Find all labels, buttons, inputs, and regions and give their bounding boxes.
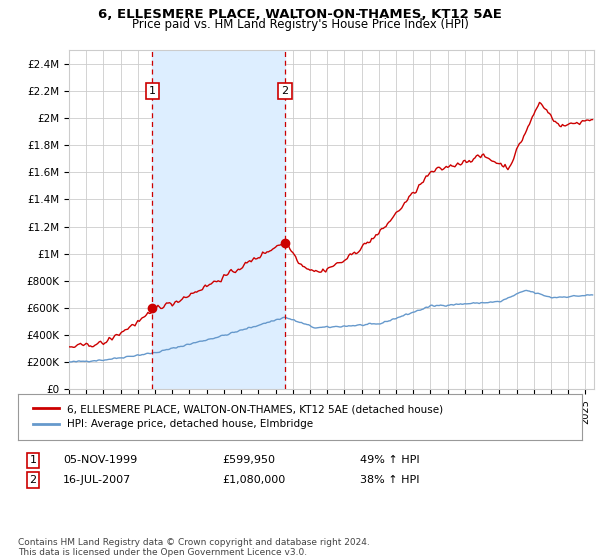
Text: 16-JUL-2007: 16-JUL-2007 [63, 475, 131, 485]
Text: 6, ELLESMERE PLACE, WALTON-ON-THAMES, KT12 5AE: 6, ELLESMERE PLACE, WALTON-ON-THAMES, KT… [98, 8, 502, 21]
Text: 49% ↑ HPI: 49% ↑ HPI [360, 455, 419, 465]
Text: 2: 2 [281, 86, 289, 96]
Bar [152, 50, 285, 389]
Text: £599,950: £599,950 [222, 455, 275, 465]
Text: Price paid vs. HM Land Registry's House Price Index (HPI): Price paid vs. HM Land Registry's House … [131, 18, 469, 31]
Text: 38% ↑ HPI: 38% ↑ HPI [360, 475, 419, 485]
Text: 05-NOV-1999: 05-NOV-1999 [63, 455, 137, 465]
Text: 1: 1 [149, 86, 156, 96]
Text: £1,080,000: £1,080,000 [222, 475, 285, 485]
Text: 1: 1 [29, 455, 37, 465]
Text: 2: 2 [29, 475, 37, 485]
Legend: 6, ELLESMERE PLACE, WALTON-ON-THAMES, KT12 5AE (detached house), HPI: Average pr: 6, ELLESMERE PLACE, WALTON-ON-THAMES, KT… [29, 400, 448, 433]
Text: Contains HM Land Registry data © Crown copyright and database right 2024.
This d: Contains HM Land Registry data © Crown c… [18, 538, 370, 557]
